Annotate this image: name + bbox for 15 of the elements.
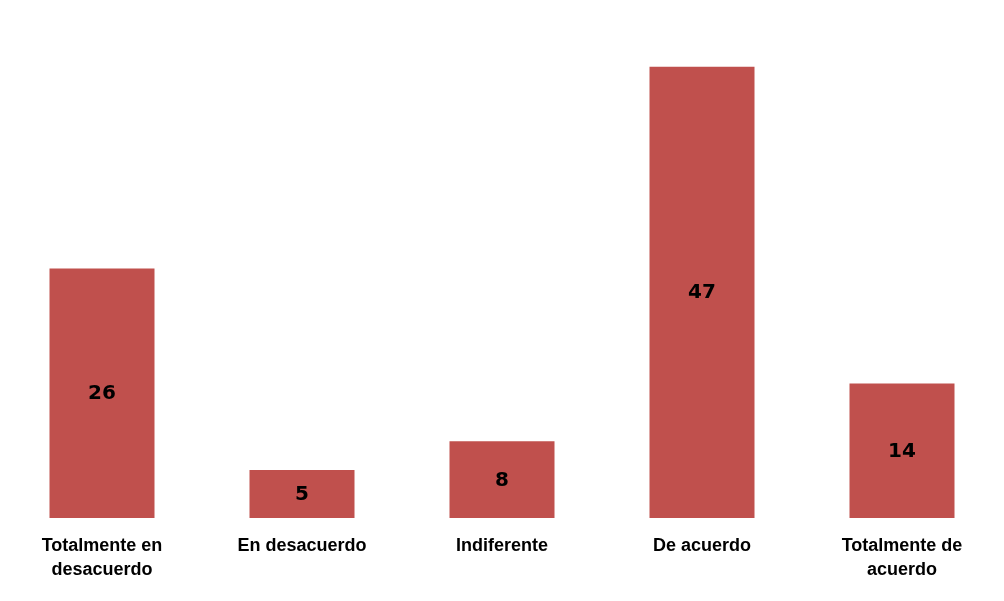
x-tick-label: En desacuerdo (237, 534, 367, 555)
bar (49, 268, 155, 518)
x-tick-label: Totalmente de acuerdo (841, 534, 963, 579)
x-tick-label: Indiferente (455, 534, 549, 555)
bar (649, 66, 755, 518)
data-label: 14 (888, 437, 916, 462)
data-label: 26 (88, 380, 116, 405)
data-label: 47 (688, 279, 716, 304)
bar (849, 383, 955, 518)
data-label: 8 (495, 466, 509, 491)
x-tick-label: De acuerdo (652, 534, 752, 555)
bar (449, 441, 555, 518)
data-label: 5 (295, 481, 309, 505)
x-tick-label: Totalmente en desacuerdo (41, 534, 163, 579)
bar (249, 470, 355, 518)
